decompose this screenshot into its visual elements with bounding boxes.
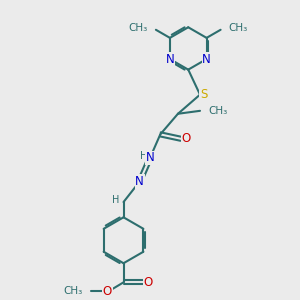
Text: CH₃: CH₃	[229, 23, 248, 33]
Text: N: N	[166, 52, 174, 65]
Text: S: S	[200, 88, 207, 101]
Text: O: O	[103, 285, 112, 298]
Text: CH₃: CH₃	[64, 286, 83, 296]
Text: CH₃: CH₃	[209, 106, 228, 116]
Text: N: N	[146, 152, 154, 164]
Text: H: H	[140, 151, 147, 161]
Text: N: N	[135, 175, 144, 188]
Text: CH₃: CH₃	[128, 23, 148, 33]
Text: H: H	[112, 195, 120, 205]
Text: O: O	[143, 276, 153, 289]
Text: N: N	[202, 52, 211, 65]
Text: O: O	[182, 132, 191, 145]
